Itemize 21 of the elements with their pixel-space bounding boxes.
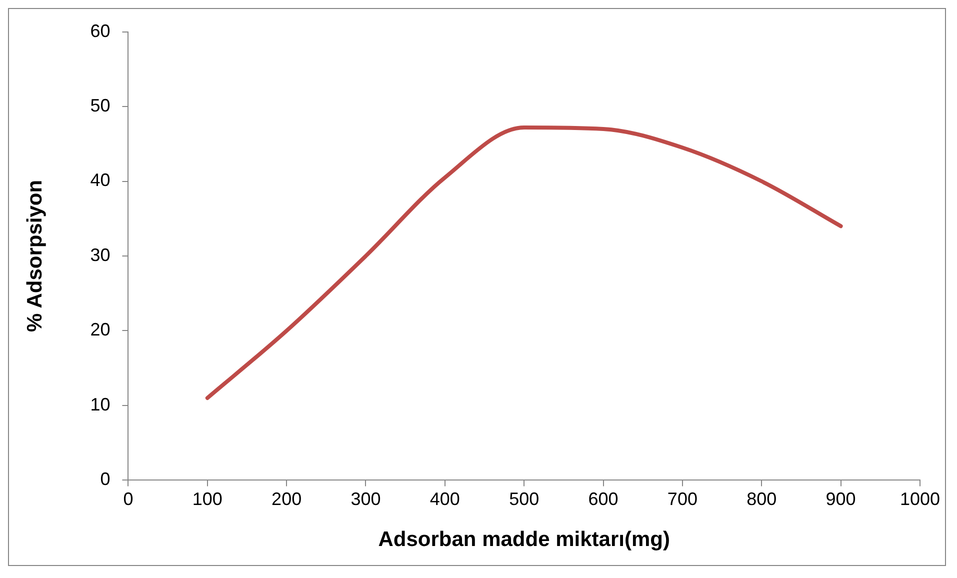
y-tick-label: 30 bbox=[90, 244, 110, 265]
x-tick-label: 0 bbox=[123, 488, 134, 509]
x-tick-label: 1000 bbox=[900, 488, 940, 509]
x-tick-label: 600 bbox=[588, 488, 618, 509]
x-tick-label: 800 bbox=[746, 488, 777, 509]
x-tick-label: 900 bbox=[826, 488, 856, 509]
y-tick-label: 0 bbox=[100, 469, 110, 490]
x-tick-label: 200 bbox=[272, 488, 302, 509]
x-tick-label: 700 bbox=[667, 488, 698, 509]
y-tick-label: 50 bbox=[90, 96, 110, 116]
y-tick-label: 60 bbox=[90, 20, 110, 41]
y-tick-label: 40 bbox=[90, 170, 110, 190]
y-tick-label: 20 bbox=[90, 320, 110, 340]
y-axis-title: % Adsorpsiyon bbox=[23, 180, 46, 332]
x-axis-title: Adsorban madde miktarı(mg) bbox=[378, 528, 670, 552]
line-series bbox=[205, 125, 843, 400]
x-tick-label: 500 bbox=[509, 488, 540, 509]
x-tick-label: 300 bbox=[350, 488, 381, 509]
x-tick-label: 400 bbox=[430, 488, 460, 509]
x-tick-label: 100 bbox=[192, 488, 222, 509]
y-tick-label: 10 bbox=[90, 394, 110, 414]
